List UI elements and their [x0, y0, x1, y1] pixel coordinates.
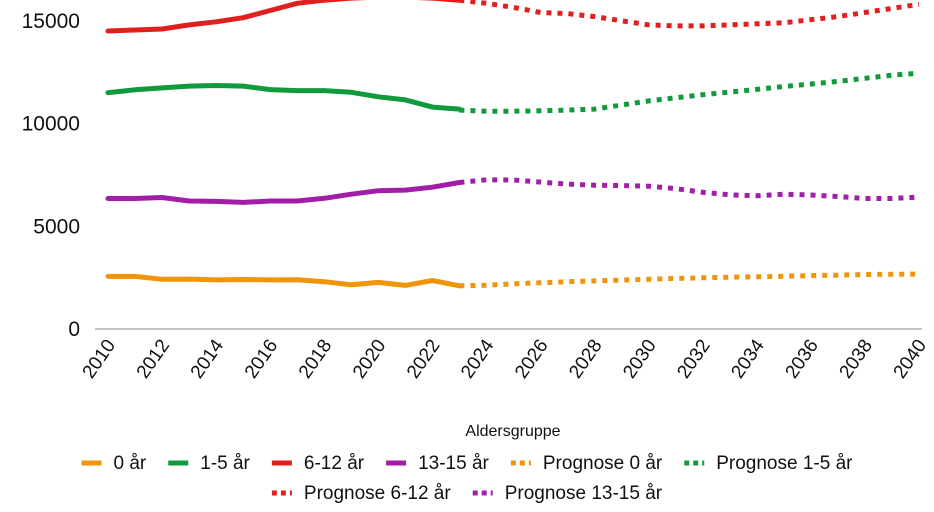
x-tick-label: 2010 [79, 336, 120, 383]
legend-label-7: Prognose 6-12 år [304, 483, 451, 504]
y-tick-label: 0 [68, 318, 80, 341]
series-line-6 [459, 70, 920, 114]
legend-label-8: Prognose 13-15 år [505, 483, 663, 504]
legend-label-6: Prognose 1-5 år [716, 453, 853, 474]
x-tick-label: 2036 [782, 336, 823, 383]
x-tick-label: 2038 [836, 336, 877, 383]
legend-label-2: 1-5 år [200, 453, 250, 474]
x-tick-label: 2018 [295, 336, 336, 383]
x-tick-label: 2020 [349, 336, 390, 383]
x-tick-label: 2016 [241, 336, 282, 383]
series-line-2 [105, 83, 462, 112]
x-tick-label: 2030 [619, 336, 660, 383]
series-line-7 [459, 0, 920, 29]
legend: 0 år 1-5 år 6-12 år 13-15 år Prognose 0 år Pr… [81, 453, 853, 504]
legend-label-5: Prognose 0 år [543, 453, 663, 474]
x-tick-label: 2040 [890, 336, 931, 383]
x-tick-label: 2024 [457, 335, 499, 382]
x-tick-label: 2012 [133, 336, 174, 383]
series-lines [105, 0, 920, 289]
x-tick-label: 2028 [565, 336, 606, 383]
y-tick-label: 5000 [33, 215, 80, 238]
legend-label-4: 13-15 år [418, 453, 489, 474]
x-tick-label: 2014 [187, 335, 229, 382]
x-tick-label: 2034 [727, 335, 769, 382]
y-tick-label: 10000 [22, 113, 80, 136]
series-line-3 [105, 0, 462, 34]
x-tick-label: 2026 [511, 336, 552, 383]
legend-label-1: 0 år [114, 453, 147, 474]
x-tick-label: 2022 [403, 336, 444, 383]
series-line-4 [105, 180, 462, 205]
series-line-5 [459, 271, 920, 289]
y-tick-label: 15000 [22, 10, 80, 33]
x-tick-label: 2032 [673, 336, 714, 383]
series-line-8 [459, 177, 920, 201]
series-line-1 [105, 273, 462, 289]
legend-label-3: 6-12 år [304, 453, 365, 474]
x-axis-title: Aldersgruppe [465, 423, 560, 440]
